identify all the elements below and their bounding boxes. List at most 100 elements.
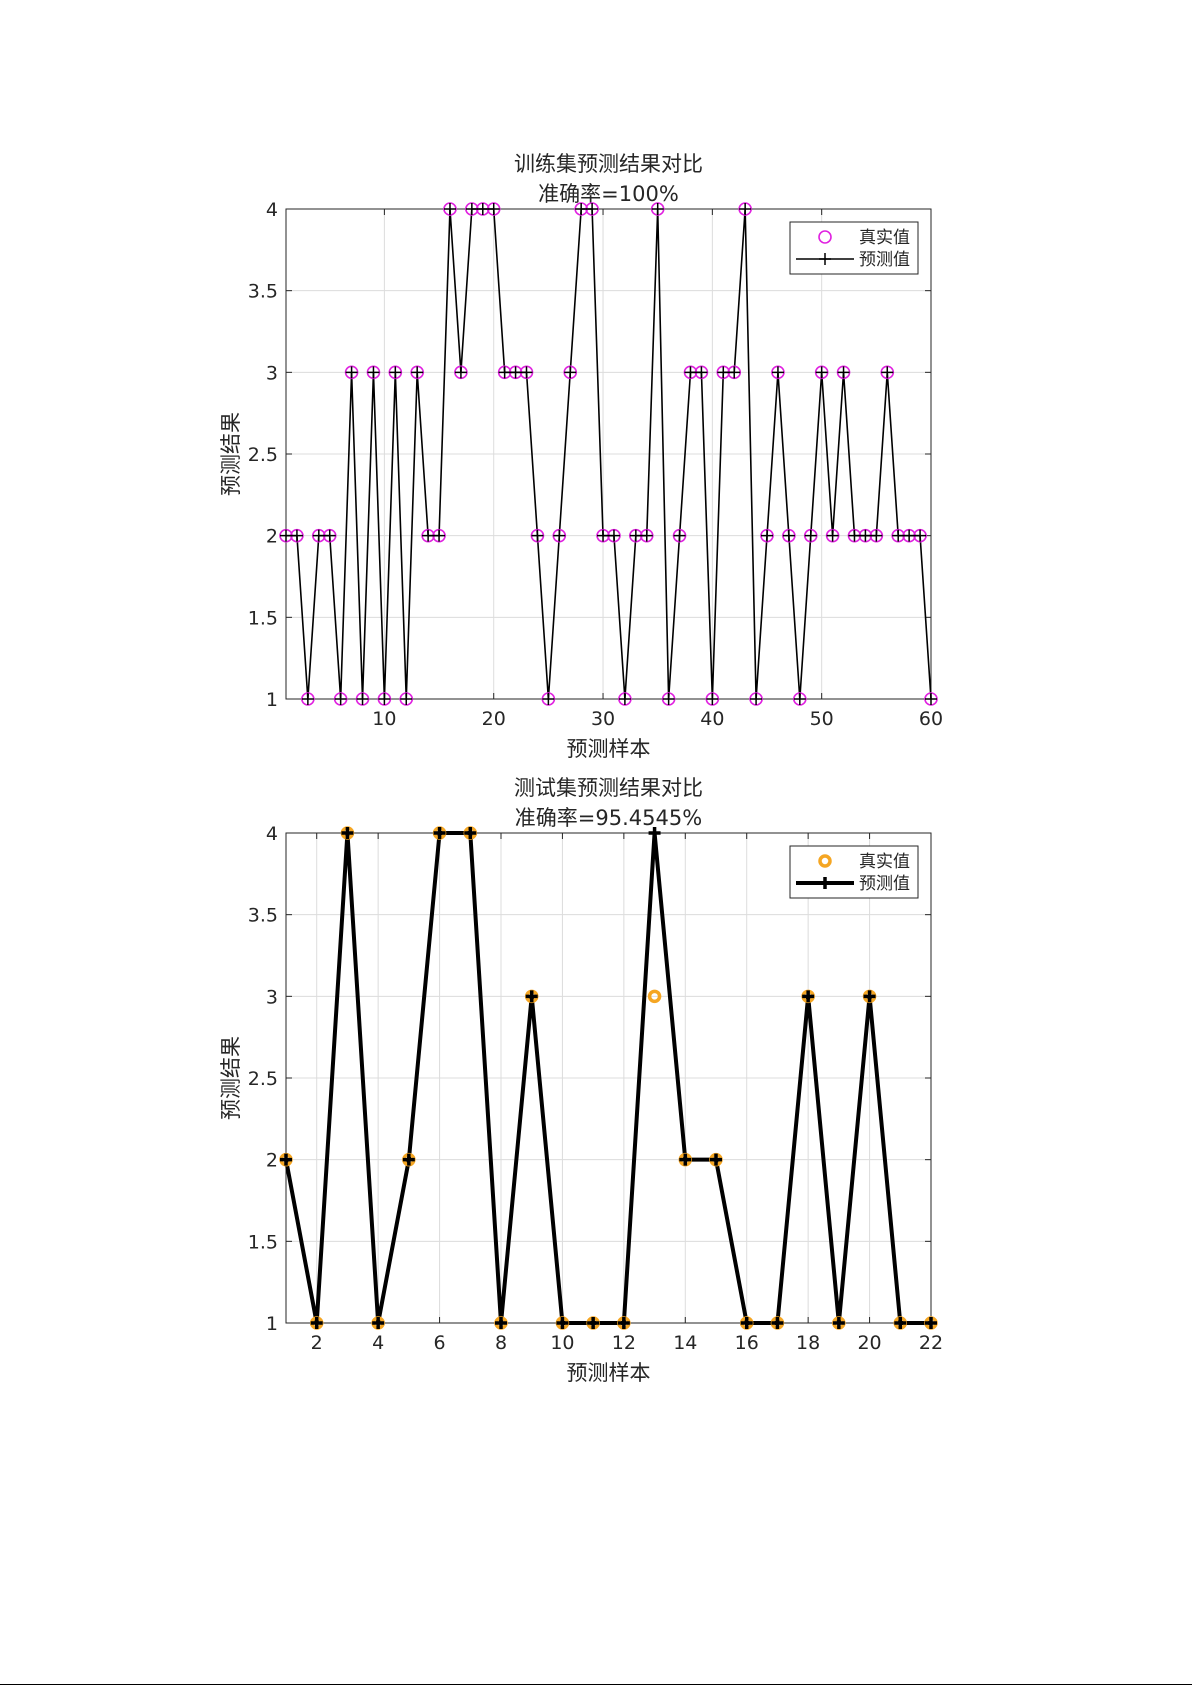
test-y-tick-label: 1 bbox=[266, 1313, 278, 1335]
train-pred-point bbox=[301, 693, 314, 705]
train-pred-point bbox=[553, 529, 566, 542]
test-x-tick-label: 10 bbox=[550, 1332, 574, 1354]
test-y-tick-label: 2.5 bbox=[248, 1068, 278, 1090]
test-pred-point bbox=[617, 1317, 630, 1329]
train-pred-point bbox=[793, 693, 806, 705]
train-pred-point bbox=[586, 203, 599, 215]
train-pred-point bbox=[761, 529, 774, 542]
train-legend-true-label: 真实值 bbox=[859, 228, 910, 248]
train-pred-point bbox=[750, 693, 763, 705]
train-pred-point bbox=[542, 693, 555, 705]
train-y-tick-label: 2.5 bbox=[248, 444, 278, 466]
test-pred-point bbox=[556, 1317, 569, 1329]
test-y-tick-label: 3 bbox=[266, 986, 278, 1008]
test-x-tick-label: 18 bbox=[796, 1332, 820, 1354]
train-x-tick-label: 20 bbox=[482, 708, 506, 730]
train-x-tick-label: 60 bbox=[919, 708, 943, 730]
train-pred-point bbox=[454, 366, 467, 379]
train-pred-point bbox=[411, 366, 424, 379]
train-pred-point bbox=[771, 366, 784, 379]
train-pred-point bbox=[925, 693, 937, 705]
train-pred-point bbox=[870, 529, 883, 542]
test-x-tick-label: 6 bbox=[434, 1332, 446, 1354]
test-legend-pred-label: 预测值 bbox=[859, 874, 910, 894]
train-pred-point bbox=[476, 203, 489, 215]
test-pred-point bbox=[832, 1317, 845, 1329]
train-y-axis-label: 预测结果 bbox=[219, 412, 243, 496]
test-x-tick-label: 8 bbox=[495, 1332, 507, 1354]
test-pred-point bbox=[710, 1153, 722, 1166]
test-legend-true-label: 真实值 bbox=[859, 852, 910, 872]
train-pred-point bbox=[739, 203, 752, 215]
train-pred-point bbox=[848, 529, 861, 542]
test-legend-true-marker bbox=[818, 854, 832, 868]
test-pred-point bbox=[464, 827, 477, 839]
test-pred-point bbox=[863, 990, 876, 1003]
train-pred-point bbox=[673, 529, 686, 542]
train-pred-point bbox=[334, 693, 347, 705]
test-pred-point bbox=[679, 1153, 692, 1166]
train-pred-point bbox=[290, 529, 303, 542]
test-pred-point bbox=[280, 1153, 292, 1166]
train-pred-point bbox=[367, 366, 380, 379]
test-x-axis-label: 预测样本 bbox=[567, 1361, 651, 1385]
train-pred-point bbox=[443, 203, 456, 215]
test-pred-point bbox=[310, 1317, 323, 1329]
train-pred-point bbox=[487, 203, 500, 215]
test-x-tick-label: 4 bbox=[372, 1332, 384, 1354]
train-pred-point bbox=[892, 529, 905, 542]
test-x-tick-label: 20 bbox=[857, 1332, 881, 1354]
train-pred-point bbox=[509, 366, 522, 379]
train-x-tick-label: 10 bbox=[372, 708, 396, 730]
train-legend-pred-label: 预测值 bbox=[859, 250, 910, 270]
test-pred-point bbox=[402, 1153, 415, 1166]
train-pred-point bbox=[433, 529, 446, 542]
train-y-tick-label: 4 bbox=[266, 199, 278, 221]
test-pred-point bbox=[740, 1317, 753, 1329]
train-pred-point bbox=[356, 693, 369, 705]
train-pred-point bbox=[815, 366, 828, 379]
test-y-tick-label: 2 bbox=[266, 1150, 278, 1172]
train-pred-point bbox=[345, 366, 358, 379]
test-chart-title: 测试集预测结果对比 bbox=[514, 776, 703, 800]
test-y-tick-label: 1.5 bbox=[248, 1231, 278, 1253]
train-pred-point bbox=[706, 693, 719, 705]
train-pred-point bbox=[498, 366, 511, 379]
train-pred-point bbox=[520, 366, 533, 379]
train-pred-point bbox=[575, 203, 588, 215]
test-pred-point bbox=[802, 990, 815, 1003]
train-x-tick-label: 50 bbox=[810, 708, 834, 730]
train-pred-point bbox=[782, 529, 795, 542]
test-x-tick-label: 14 bbox=[673, 1332, 697, 1354]
train-chart-title: 训练集预测结果对比 bbox=[514, 152, 703, 176]
train-pred-point bbox=[607, 529, 620, 542]
train-pred-point bbox=[422, 529, 435, 542]
train-x-axis-label: 预测样本 bbox=[567, 737, 651, 761]
train-pred-point bbox=[662, 693, 675, 705]
train-pred-point bbox=[728, 366, 741, 379]
train-pred-point bbox=[881, 366, 894, 379]
train-legend-true-marker bbox=[818, 230, 832, 244]
test-y-tick-label: 3.5 bbox=[248, 905, 278, 927]
train-pred-point bbox=[717, 366, 730, 379]
train-pred-point bbox=[378, 693, 391, 705]
test-y-axis-label: 预测结果 bbox=[219, 1036, 243, 1120]
train-y-tick-label: 1.5 bbox=[248, 607, 278, 629]
train-pred-point bbox=[531, 529, 544, 542]
train-pred-point bbox=[640, 529, 653, 542]
train-pred-point bbox=[389, 366, 402, 379]
test-pred-point bbox=[894, 1317, 907, 1329]
train-legend-box bbox=[789, 221, 919, 275]
train-pred-point bbox=[837, 366, 850, 379]
test-chart-subtitle: 准确率=95.4545% bbox=[515, 806, 702, 830]
train-y-tick-label: 3.5 bbox=[248, 281, 278, 303]
train-pred-point bbox=[914, 529, 927, 542]
test-pred-point bbox=[433, 827, 446, 839]
train-pred-point bbox=[312, 529, 325, 542]
test-pred-point bbox=[771, 1317, 784, 1329]
test-pred-point bbox=[341, 827, 354, 839]
test-pred-point bbox=[525, 990, 538, 1003]
train-pred-point bbox=[684, 366, 697, 379]
train-pred-point bbox=[859, 529, 872, 542]
train-y-tick-label: 3 bbox=[266, 362, 278, 384]
